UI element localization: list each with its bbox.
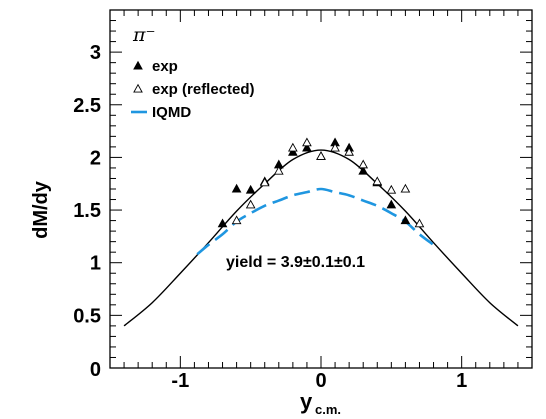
y-tick-label: 2.5 [73, 95, 101, 117]
exp-reflected-point [330, 142, 340, 152]
exp-reflected-point [259, 177, 270, 187]
axis-ticks [110, 10, 532, 368]
x-axis-subscript: c.m. [315, 402, 341, 417]
x-tick-label: 0 [315, 370, 326, 392]
legend: exp exp (reflected) IQMD [131, 58, 255, 121]
open-triangle-icon [133, 83, 143, 93]
exp-reflected-point [344, 146, 354, 156]
x-axis-title: y [300, 389, 313, 414]
chart-title: π⁻ [132, 24, 156, 46]
legend-marker-exp-reflected [133, 83, 143, 93]
exp-reflected-point [231, 215, 242, 225]
y-tick-label-zero: 0 [90, 359, 101, 381]
y-tick-label: 2 [90, 147, 101, 169]
exp-point [386, 199, 397, 209]
x-tick-label: 1 [456, 370, 467, 392]
y-tick-label: 3 [90, 42, 101, 64]
legend-marker-exp [133, 60, 143, 70]
exp-reflected-point [372, 176, 383, 186]
exp-point [217, 218, 228, 228]
filled-triangle-icon [133, 60, 143, 70]
exp-reflected-point [302, 137, 312, 147]
exp-point [358, 165, 369, 175]
exp-point [400, 215, 411, 225]
y-tick-label: 0.5 [73, 305, 101, 327]
fit-line-fit [123, 149, 519, 327]
exp-point [302, 142, 312, 152]
axis-labels: -1 0 1 0.5 1 1.5 2 2.5 3 0 [73, 42, 467, 392]
exp-reflected-point [245, 199, 256, 209]
exp-reflected-point [316, 151, 326, 160]
legend-label-exp: exp [152, 58, 178, 75]
y-tick-label: 1 [90, 253, 101, 275]
exp-reflected-point [358, 159, 369, 169]
y-tick-label: 1.5 [73, 200, 101, 222]
legend-label-iqmd: IQMD [152, 104, 191, 121]
exp-reflected-point [400, 183, 411, 193]
y-axis-title: dM/dy [30, 180, 52, 239]
exp-reflected-point [273, 165, 284, 175]
exp-point [288, 146, 298, 156]
exp-reflected-point [414, 218, 425, 228]
legend-label-exp-reflected: exp (reflected) [152, 81, 255, 98]
x-tick-label: -1 [171, 370, 189, 392]
yield-annotation: yield = 3.9±0.1±0.1 [226, 254, 365, 271]
exp-reflected-point [288, 142, 298, 152]
exp-reflected-point [386, 184, 397, 194]
exp-point [245, 184, 256, 194]
exp-point [231, 183, 242, 193]
data-markers [217, 137, 425, 228]
